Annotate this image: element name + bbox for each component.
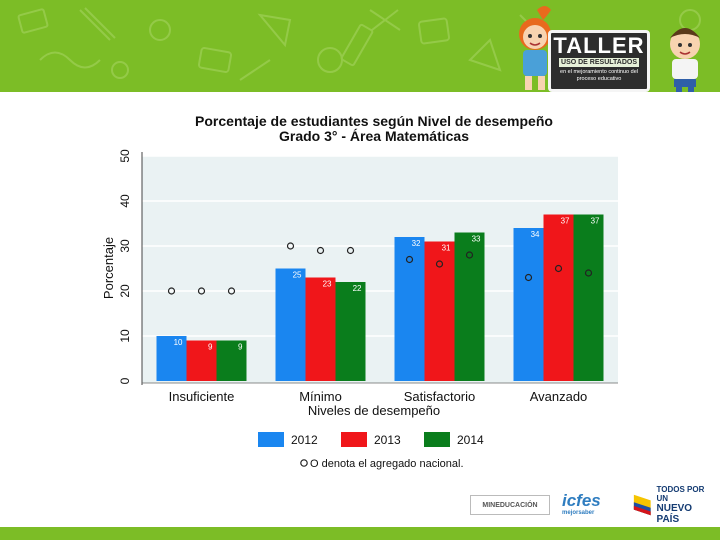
national-aggregate-point (524, 273, 533, 282)
bar (424, 241, 455, 381)
bar-value-label: 32 (412, 239, 421, 248)
bar-value-label: 25 (293, 271, 302, 280)
todos-por-un-nuevo-pais-logo: TODOS POR UN NUEVO PAÍS (632, 485, 714, 525)
chart-title: Porcentaje de estudiantes según Nivel de… (195, 113, 553, 129)
bar-value-label: 9 (208, 343, 213, 352)
x-category-label: Satisfactorio (404, 389, 476, 404)
bar (513, 228, 544, 381)
national-aggregate-point (167, 287, 176, 295)
mineducacion-logo: MINEDUCACIÓN (470, 495, 550, 515)
legend-label: 2012 (291, 433, 318, 447)
bar (156, 336, 187, 381)
legend-swatch (341, 432, 367, 447)
cartoon-kids-illustration (519, 6, 700, 92)
legend-label: 2013 (374, 433, 401, 447)
school-doodle-pattern (17, 7, 701, 81)
legend-swatch (258, 432, 284, 447)
header-banner: TALLER USO DE RESULTADOS en el mejoramie… (0, 0, 720, 92)
badge-title: TALLER (553, 33, 645, 58)
todos-line2: NUEVO PAÍS (656, 503, 693, 525)
mineducacion-label: MINEDUCACIÓN (482, 501, 538, 509)
national-aggregate-point (435, 260, 444, 268)
todos-line1: TODOS POR UN (656, 485, 705, 503)
bar-value-label: 9 (238, 343, 243, 352)
y-tick-label: 50 (118, 149, 132, 163)
bar (543, 214, 574, 381)
bar (454, 232, 485, 381)
bar (186, 340, 217, 381)
x-axis-label: Niveles de desempeño (308, 403, 440, 418)
x-category-labels: Insuficiente Mínimo Satisfactorio Avanzado (169, 389, 588, 404)
national-aggregate-point (554, 264, 563, 273)
x-category-label: Insuficiente (169, 389, 235, 404)
y-axis-label: Porcentaje (101, 237, 116, 299)
legend: 2012 2013 2014 (258, 432, 484, 447)
national-aggregate-note: O denota el agregado nacional. (310, 458, 464, 470)
legend-label: 2014 (457, 433, 484, 447)
bar-value-label: 23 (323, 280, 332, 289)
bar (394, 237, 425, 381)
legend-swatch (424, 432, 450, 447)
national-aggregate-points (167, 242, 593, 295)
bar-value-label: 33 (472, 235, 481, 244)
y-tick-label: 10 (118, 329, 132, 343)
national-aggregate-point (286, 242, 295, 250)
icfes-label: icfes (562, 491, 601, 510)
bar (335, 282, 366, 381)
note-circle-symbol (300, 459, 308, 467)
x-category-label: Avanzado (530, 389, 588, 404)
icfes-sublabel: mejorsaber (562, 510, 595, 516)
bar (216, 340, 247, 381)
national-aggregate-point (197, 287, 206, 295)
national-aggregate-point (227, 287, 236, 295)
y-tick-labels: 0 10 20 30 40 50 (118, 149, 132, 384)
national-aggregate-point (584, 269, 593, 277)
national-aggregate-point (346, 246, 355, 255)
bar-value-label: 34 (531, 230, 540, 239)
bar (573, 214, 604, 381)
national-aggregate-point (316, 246, 325, 255)
y-tick-label: 30 (118, 239, 132, 253)
bar-value-label: 22 (353, 284, 362, 293)
national-aggregate-point (405, 255, 414, 264)
national-aggregate-point (465, 251, 474, 259)
bar-value-label: 31 (442, 244, 451, 253)
y-tick-label: 20 (118, 284, 132, 298)
x-category-label: Mínimo (299, 389, 342, 404)
y-tick-label: 40 (118, 194, 132, 208)
badge-subtitle: USO DE RESULTADOS (559, 58, 639, 67)
bars-group: 10 9 9 25 23 22 32 31 33 34 37 37 (156, 214, 604, 381)
bar-value-label: 37 (591, 217, 600, 226)
bar-value-label: 10 (174, 338, 183, 347)
footer-bar (0, 527, 720, 540)
taller-badge: TALLER USO DE RESULTADOS en el mejoramie… (548, 30, 650, 92)
banner-separator (0, 92, 720, 96)
badge-caption: en el mejoramiento continuo del proceso … (560, 69, 638, 82)
bar-value-label: 37 (561, 217, 570, 226)
icfes-logo: icfes mejorsaber (562, 492, 620, 518)
chart-subtitle: Grado 3° - Área Matemáticas (279, 128, 469, 144)
colombia-flag-icon (633, 494, 651, 516)
bar (305, 277, 336, 381)
bar (275, 268, 306, 381)
y-tick-label: 0 (118, 377, 132, 384)
